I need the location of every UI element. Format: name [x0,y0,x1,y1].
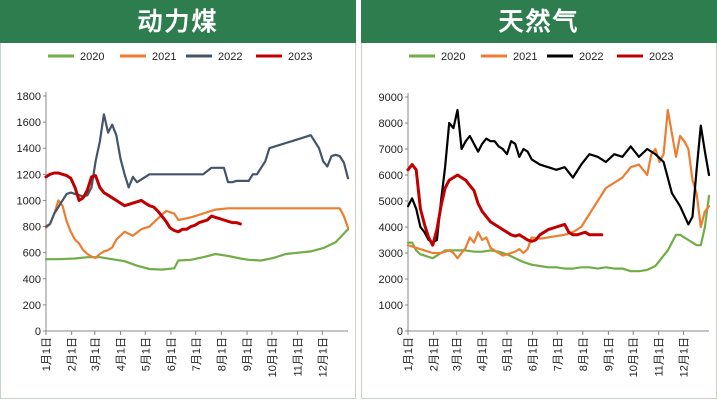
series-line-2022 [44,113,350,228]
y-tick-label: 1200 [17,169,41,181]
legend-label: 2021 [513,51,537,63]
x-tick-label: 4月1日 [477,337,489,371]
x-tick-label: 7月1日 [191,337,203,371]
legend-entry: 2021 [120,51,176,63]
series-line-2021 [44,199,350,259]
coal-chart-panel: 动力煤 2020 2021 2022 2023 0 200 400 600 800 1000 120… [0,0,356,400]
legend-entry: 2022 [547,51,603,63]
y-tick-label: 1000 [17,195,41,207]
legend-entry: 2021 [481,51,537,63]
x-tick-label: 10月1日 [628,337,640,377]
y-tick-label: 0 [397,326,403,338]
legend-label: 2021 [152,51,176,63]
legend-label: 2023 [649,51,673,63]
x-tick-label: 6月1日 [528,337,540,371]
y-tick-label: 1000 [379,300,403,312]
series-line-2022 [406,108,711,244]
legend-entry: 2020 [48,51,104,63]
legend-label: 2020 [80,51,104,63]
x-tick-label: 6月1日 [166,337,178,371]
y-tick-label: 5000 [379,196,403,208]
x-tick-label: 1月1日 [403,337,415,371]
chart-title: 动力煤 [0,0,356,43]
x-tick-label: 5月1日 [140,337,152,371]
y-tick-label: 9000 [379,92,403,104]
legend-label: 2022 [579,51,603,63]
x-tick-label: 3月1日 [90,337,102,371]
series-line-2021 [406,108,711,260]
panel-divider [356,0,361,400]
y-tick-label: 4000 [379,222,403,234]
x-tick-label: 9月1日 [603,337,615,371]
y-tick-label: 3000 [379,248,403,260]
y-tick-label: 1400 [17,143,41,155]
x-tick-label: 12月1日 [678,337,690,377]
x-tick-label: 2月1日 [67,337,79,371]
x-tick-label: 11月1日 [293,337,305,377]
y-tick-label: 800 [23,222,41,234]
y-tick-label: 6000 [379,170,403,182]
legend-label: 2022 [218,51,242,63]
legend-entry: 2023 [617,51,673,63]
chart-title: 天然气 [361,0,717,43]
x-tick-label: 5月1日 [502,337,514,371]
x-tick-label: 1月1日 [41,337,53,371]
x-tick-label: 11月1日 [654,337,666,377]
y-tick-label: 0 [35,326,41,338]
x-tick-label: 2月1日 [429,337,441,371]
y-tick-label: 7000 [379,144,403,156]
legend-entry: 2022 [186,51,242,63]
x-tick-label: 7月1日 [552,337,564,371]
gas-chart: 2020 2021 2022 2023 0 1000 2000 3000 4000 5000 600… [379,51,711,377]
series-line-2023 [44,171,242,234]
x-tick-label: 12月1日 [317,337,329,377]
series-line-2020 [44,228,350,271]
y-tick-label: 200 [23,300,41,312]
x-tick-label: 4月1日 [115,337,127,371]
x-tick-label: 8月1日 [578,337,590,371]
plot-area-frame [0,43,356,399]
y-tick-label: 8000 [379,118,403,130]
x-tick-label: 3月1日 [452,337,464,371]
gas-chart-panel: 天然气 2020 2021 2022 2023 0 1000 2000 3000 4000 500… [361,0,717,400]
coal-chart: 2020 2021 2022 2023 0 200 400 600 800 1000 1200 140… [17,51,350,377]
series-line-2020 [406,194,711,273]
y-tick-label: 1800 [17,91,41,103]
y-tick-label: 1600 [17,117,41,129]
series-line-2023 [406,163,604,247]
y-tick-label: 600 [23,248,41,260]
legend-entry: 2020 [409,51,465,63]
y-tick-label: 400 [23,274,41,286]
legend-entry: 2023 [256,51,312,63]
y-tick-label: 2000 [379,274,403,286]
legend-label: 2023 [288,51,312,63]
x-tick-label: 8月1日 [216,337,228,371]
x-tick-label: 9月1日 [242,337,254,371]
legend-label: 2020 [441,51,465,63]
x-tick-label: 10月1日 [267,337,279,377]
